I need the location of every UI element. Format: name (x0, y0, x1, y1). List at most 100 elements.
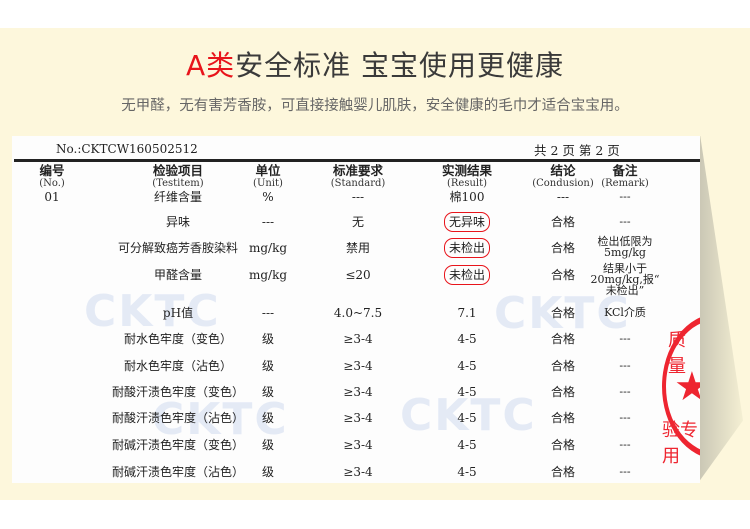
conclusion-value: 合格 (550, 359, 575, 373)
conclusion-value: 合格 (550, 306, 575, 320)
cell-conclusion: 合格 (483, 242, 643, 255)
unit-value: % (262, 190, 274, 204)
column-header-zh: 备注 (612, 163, 638, 178)
cell-unit: --- (188, 307, 348, 320)
unit-value: 级 (261, 411, 274, 425)
cell-conclusion: 合格 (483, 439, 643, 452)
conclusion-value: 合格 (550, 215, 575, 229)
cell-standard: 禁用 (278, 242, 438, 255)
column-header-zh: 结论 (550, 163, 576, 178)
item-value: pH值 (162, 306, 194, 320)
item-value: 耐酸汗渍色牢度（沾色） (111, 411, 244, 425)
standard-value: 无 (351, 215, 364, 229)
cell-remark: --- (545, 333, 700, 344)
standard-value: 禁用 (345, 241, 370, 255)
unit-value: 级 (261, 465, 274, 479)
cell-result: 棉100 (387, 191, 547, 204)
star-icon: ★ (674, 364, 700, 410)
unit-value: 级 (261, 385, 274, 399)
cell-result: 未检出 (387, 238, 547, 258)
column-header-condusion: 结论 (Condusion) (513, 164, 613, 190)
cell-unit: % (188, 191, 348, 204)
cell-conclusion: 合格 (483, 466, 643, 479)
conclusion-value: 合格 (550, 332, 575, 346)
cell-unit: 级 (188, 466, 348, 479)
result-value: 4-5 (457, 332, 477, 346)
remark-value: --- (619, 215, 631, 228)
cell-result: 4-5 (387, 333, 547, 346)
cell-result: 4-5 (387, 412, 547, 425)
column-header-en: (Standard) (330, 178, 386, 189)
cell-item: 可分解致癌芳香胺染料 (98, 242, 258, 255)
column-header-en: (Testitem) (152, 178, 204, 189)
cell-item: 纤维含量 (98, 191, 258, 204)
cell-result: 7.1 (387, 307, 547, 320)
standard-value: ≤20 (345, 268, 371, 282)
conclusion-value: 合格 (550, 465, 575, 479)
cell-item: 耐酸汗渍色牢度（变色） (98, 386, 258, 399)
page-title: A类安全标准 宝宝使用更健康 (0, 44, 750, 84)
cell-remark: --- (545, 439, 700, 450)
cell-remark: --- (545, 216, 700, 227)
cell-remark: KCl介质 (545, 307, 700, 318)
cell-unit: 级 (188, 386, 348, 399)
column-header-testitem: 检验项目 (Testitem) (128, 164, 228, 190)
stamp-text-top: 质量 (668, 330, 686, 377)
result-value: 4-5 (457, 411, 477, 425)
cell-no: 01 (12, 191, 132, 204)
cell-remark: 结果小于 20mg/kg,报“ 未检出” (545, 263, 700, 296)
standard-value: ≥3-4 (343, 411, 373, 425)
cell-unit: 级 (188, 360, 348, 373)
cell-standard: --- (278, 191, 438, 204)
unit-value: 级 (261, 359, 274, 373)
cell-standard: ≥3-4 (278, 412, 438, 425)
cell-item: pH值 (98, 307, 258, 320)
item-value: 耐碱汗渍色牢度（沾色） (111, 465, 244, 479)
column-header-zh: 单位 (255, 163, 281, 178)
stamp-text-bottom: 验专用 (662, 420, 698, 467)
result-value: 棉100 (449, 190, 485, 204)
test-report: CKTC CKTC CKTC CKTC No.:CKTCW160502512 共… (12, 136, 700, 483)
cell-item: 耐碱汗渍色牢度（变色） (98, 439, 258, 452)
item-value: 耐酸汗渍色牢度（变色） (111, 385, 244, 399)
item-value: 耐水色牢度（沾色） (123, 359, 232, 373)
cell-item: 耐碱汗渍色牢度（沾色） (98, 466, 258, 479)
column-header-no.: 编号 (No.) (12, 164, 102, 190)
cell-standard: ≥3-4 (278, 386, 438, 399)
cell-item: 耐水色牢度（变色） (98, 333, 258, 346)
standard-value: ≥3-4 (343, 332, 373, 346)
cell-conclusion: 合格 (483, 269, 643, 282)
result-value: 4-5 (457, 359, 477, 373)
conclusion-value: 合格 (550, 411, 575, 425)
cell-standard: 无 (278, 216, 438, 229)
result-value: 4-5 (457, 465, 477, 479)
remark-value: --- (619, 411, 631, 424)
standard-value: ≥3-4 (343, 385, 373, 399)
remark-value: KCl介质 (604, 306, 646, 319)
result-value: 无异味 (443, 212, 490, 232)
remark-value: --- (619, 385, 631, 398)
cell-unit: --- (188, 216, 348, 229)
item-value: 纤维含量 (153, 190, 202, 204)
cell-remark: --- (545, 191, 700, 202)
standard-value: ≥3-4 (343, 359, 373, 373)
result-value: 4-5 (457, 438, 477, 452)
no-value: 01 (44, 190, 60, 204)
cell-standard: 4.0~7.5 (278, 307, 438, 320)
title-text: 安全标准 宝宝使用更健康 (235, 49, 565, 82)
cell-remark: --- (545, 466, 700, 477)
watermark: CKTC (400, 390, 537, 441)
column-header-en: (Condusion) (532, 178, 594, 189)
cell-conclusion: 合格 (483, 333, 643, 346)
cell-standard: ≥3-4 (278, 360, 438, 373)
standard-value: 4.0~7.5 (333, 306, 383, 320)
conclusion-value: 合格 (550, 438, 575, 452)
column-header-result: 实测结果 (Result) (417, 164, 517, 190)
column-header-zh: 实测结果 (441, 163, 492, 178)
item-value: 异味 (165, 215, 190, 229)
cell-standard: ≥3-4 (278, 439, 438, 452)
cell-item: 耐水色牢度（沾色） (98, 360, 258, 373)
subtitle: 无甲醛，无有害芳香胺，可直接接触婴儿肌肤，安全健康的毛巾才适合宝宝用。 (121, 98, 629, 114)
unit-value: --- (261, 306, 275, 320)
watermark: CKTC (152, 394, 289, 445)
